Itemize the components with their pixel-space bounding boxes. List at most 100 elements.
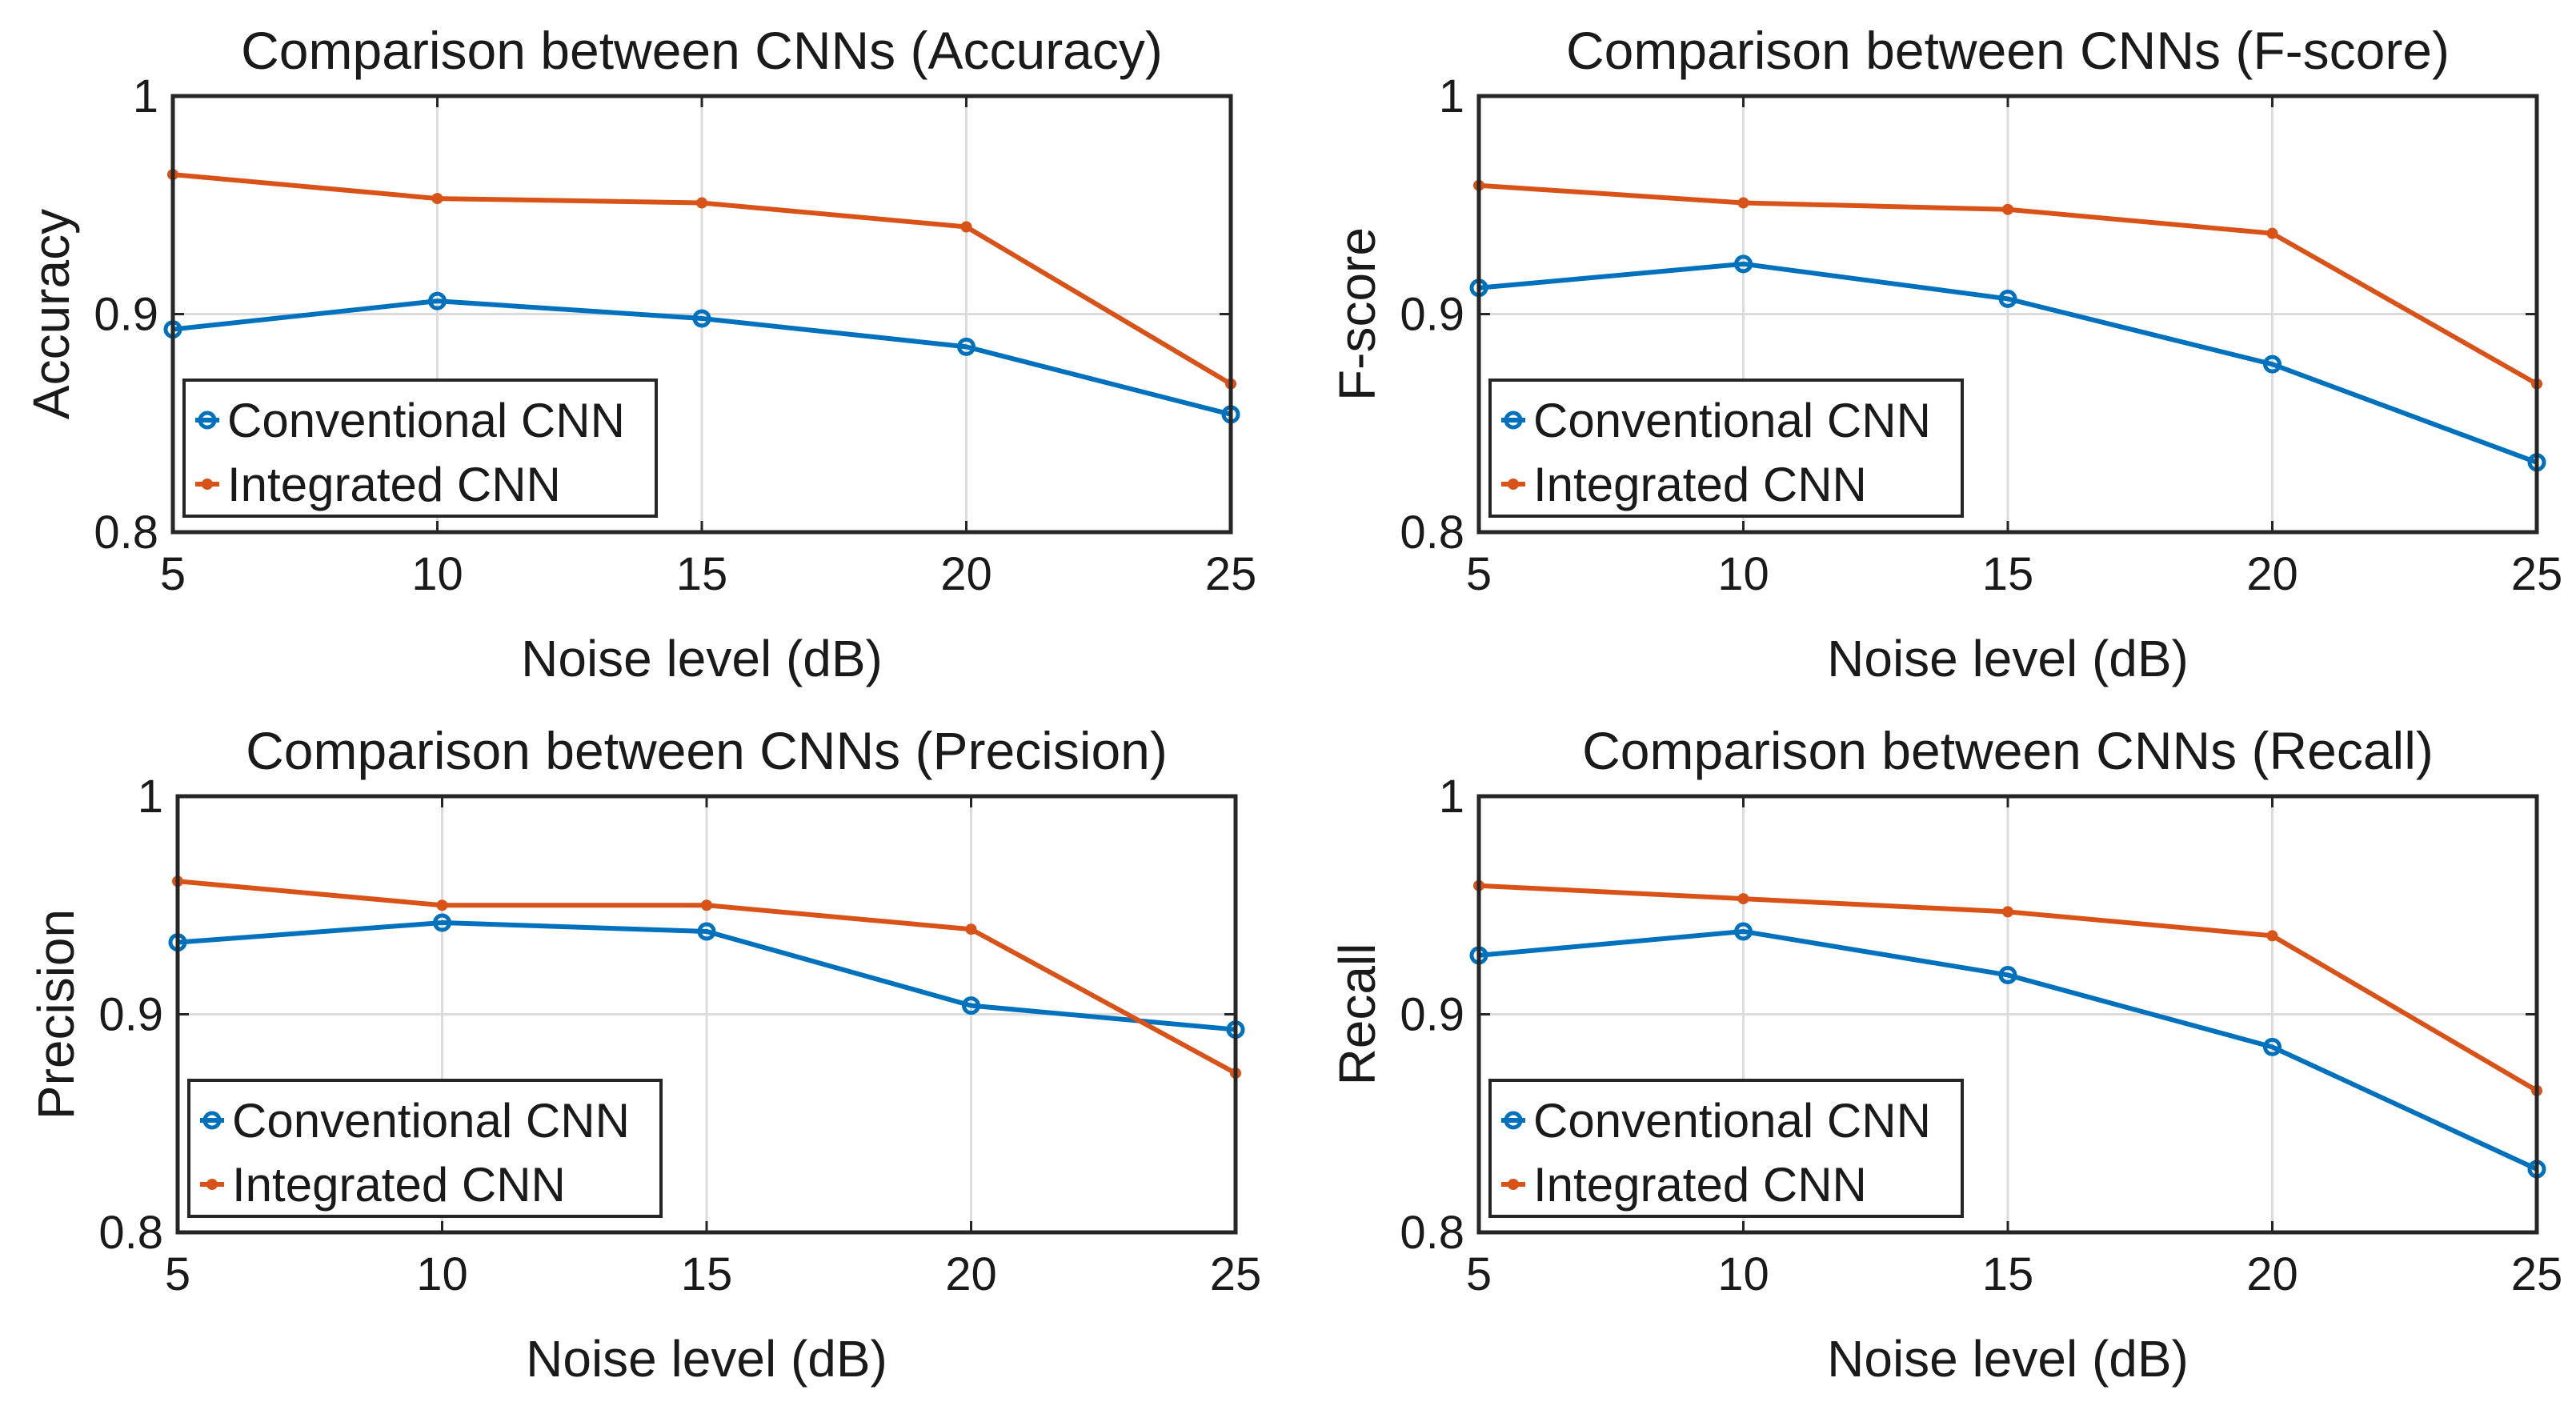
legend-marker-conventional-cnn	[1504, 1111, 1523, 1130]
chart-panel-f-score: 5 10 15 20 25 0.8 0.9 1 Comparison between CNNs …	[1328, 21, 2562, 687]
y-tick-label: 1	[1439, 771, 1464, 823]
legend-label-integrated-cnn: Integrated CNN	[232, 1158, 566, 1212]
legend-marker-conventional-cnn	[202, 1111, 222, 1130]
chart-panel-precision: 5 10 15 20 25 0.8 0.9 1 Comparison between CNNs …	[27, 721, 1261, 1388]
legend-label-integrated-cnn: Integrated CNN	[1533, 458, 1867, 511]
data-point-conventional-cnn	[957, 337, 976, 356]
chart-title: Comparison between CNNs (Recall)	[1582, 721, 2434, 780]
y-tick-label: 0.8	[94, 507, 158, 559]
axes-box	[175, 794, 1238, 1235]
data-point-integrated-cnn	[2002, 906, 2013, 918]
x-tick-label: 15	[1982, 1248, 2034, 1300]
data-point-conventional-cnn	[428, 291, 447, 310]
data-point-integrated-cnn	[701, 899, 712, 911]
x-axis-label: Noise level (dB)	[521, 630, 883, 687]
y-tick-label: 0.8	[1400, 507, 1464, 559]
y-axis-label: Precision	[27, 909, 85, 1120]
legend-marker-integrated-cnn	[1508, 479, 1519, 490]
y-tick-label: 0.8	[98, 1207, 163, 1259]
data-point-conventional-cnn	[1998, 965, 2017, 984]
legend-box	[182, 379, 658, 518]
x-tick-label: 5	[165, 1248, 190, 1300]
x-axis-label: Noise level (dB)	[1827, 1330, 2189, 1388]
data-point-conventional-cnn	[433, 913, 451, 932]
legend-label-integrated-cnn: Integrated CNN	[1533, 1158, 1867, 1212]
y-tick-label: 1	[133, 70, 158, 122]
legend: Conventional CNN Integrated CNN	[182, 379, 658, 518]
x-tick-label: 5	[1466, 548, 1492, 600]
series-line-conventional-cnn	[177, 920, 1236, 1032]
x-tick-label: 15	[1982, 548, 2034, 600]
x-tick-label: 10	[1717, 548, 1769, 600]
legend-label-conventional-cnn: Conventional CNN	[1533, 1094, 1931, 1148]
x-tick-label: 15	[681, 1248, 733, 1300]
data-point-conventional-cnn	[962, 996, 980, 1015]
data-point-integrated-cnn	[965, 923, 977, 935]
x-tick-label: 20	[2246, 548, 2298, 600]
data-point-integrated-cnn	[1737, 197, 1749, 209]
data-point-integrated-cnn	[2002, 203, 2013, 215]
chart-title: Comparison between CNNs (Precision)	[246, 721, 1168, 780]
axes-box	[1476, 94, 2539, 535]
chart-panel-recall: 5 10 15 20 25 0.8 0.9 1 Comparison between CNNs …	[1328, 721, 2562, 1388]
legend: Conventional CNN Integrated CNN	[187, 1079, 663, 1218]
legend: Conventional CNN Integrated CNN	[1488, 1079, 1964, 1218]
series-line-conventional-cnn	[1478, 261, 2538, 465]
data-point-integrated-cnn	[436, 899, 448, 911]
x-axis-label: Noise level (dB)	[526, 1330, 887, 1388]
legend-label-conventional-cnn: Conventional CNN	[1533, 394, 1931, 447]
axes-box	[1476, 794, 2539, 1235]
legend-label-conventional-cnn: Conventional CNN	[227, 394, 625, 447]
legend-marker-integrated-cnn	[206, 1179, 218, 1190]
legend-marker-integrated-cnn	[202, 479, 213, 490]
legend: Conventional CNN Integrated CNN	[1488, 379, 1964, 518]
x-tick-label: 5	[1466, 1248, 1492, 1300]
legend-marker-integrated-cnn	[1508, 1179, 1519, 1190]
legend-box	[1488, 379, 1964, 518]
axes-box	[170, 94, 1233, 535]
y-tick-label: 1	[138, 771, 163, 823]
legend-marker-conventional-cnn	[198, 411, 217, 430]
x-tick-label: 10	[411, 548, 463, 600]
x-tick-label: 10	[416, 1248, 468, 1300]
data-point-conventional-cnn	[1734, 254, 1753, 274]
y-tick-label: 1	[1439, 70, 1464, 122]
x-axis-label: Noise level (dB)	[1827, 630, 2189, 687]
x-tick-label: 20	[945, 1248, 997, 1300]
legend-box	[187, 1079, 663, 1218]
data-point-conventional-cnn	[1734, 922, 1753, 941]
y-tick-label: 0.9	[1400, 989, 1464, 1041]
data-point-integrated-cnn	[431, 193, 443, 205]
chart-title: Comparison between CNNs (F-score)	[1566, 21, 2450, 80]
y-axis-label: F-score	[1328, 227, 1386, 401]
y-tick-label: 0.8	[1400, 1207, 1464, 1259]
data-point-integrated-cnn	[2266, 227, 2278, 239]
y-axis-label: Accuracy	[22, 209, 80, 419]
legend-box	[1488, 1079, 1964, 1218]
legend-marker-conventional-cnn	[1504, 411, 1523, 430]
x-tick-label: 20	[2246, 1248, 2298, 1300]
x-tick-label: 25	[1210, 1248, 1262, 1300]
legend-label-conventional-cnn: Conventional CNN	[232, 1094, 630, 1148]
data-point-conventional-cnn	[697, 922, 716, 941]
data-point-conventional-cnn	[1998, 289, 2017, 308]
data-point-integrated-cnn	[2266, 930, 2278, 942]
y-tick-label: 0.9	[1400, 289, 1464, 341]
data-point-integrated-cnn	[1737, 893, 1749, 905]
legend-label-integrated-cnn: Integrated CNN	[227, 458, 561, 511]
x-tick-label: 25	[2511, 1248, 2563, 1300]
x-tick-label: 25	[2511, 548, 2563, 600]
data-point-conventional-cnn	[692, 309, 711, 328]
x-tick-label: 5	[160, 548, 186, 600]
chart-panel-accuracy: 5 10 15 20 25 0.8 0.9 1 Comparison between CNNs …	[22, 21, 1256, 687]
data-point-conventional-cnn	[2263, 355, 2282, 374]
data-point-conventional-cnn	[2263, 1037, 2282, 1056]
x-tick-label: 20	[940, 548, 992, 600]
series-line-conventional-cnn	[172, 298, 1232, 417]
y-axis-label: Recall	[1328, 943, 1386, 1086]
x-tick-label: 15	[676, 548, 728, 600]
series-line-conventional-cnn	[1478, 928, 2538, 1172]
x-tick-label: 10	[1717, 1248, 1769, 1300]
y-tick-label: 0.9	[98, 989, 163, 1041]
